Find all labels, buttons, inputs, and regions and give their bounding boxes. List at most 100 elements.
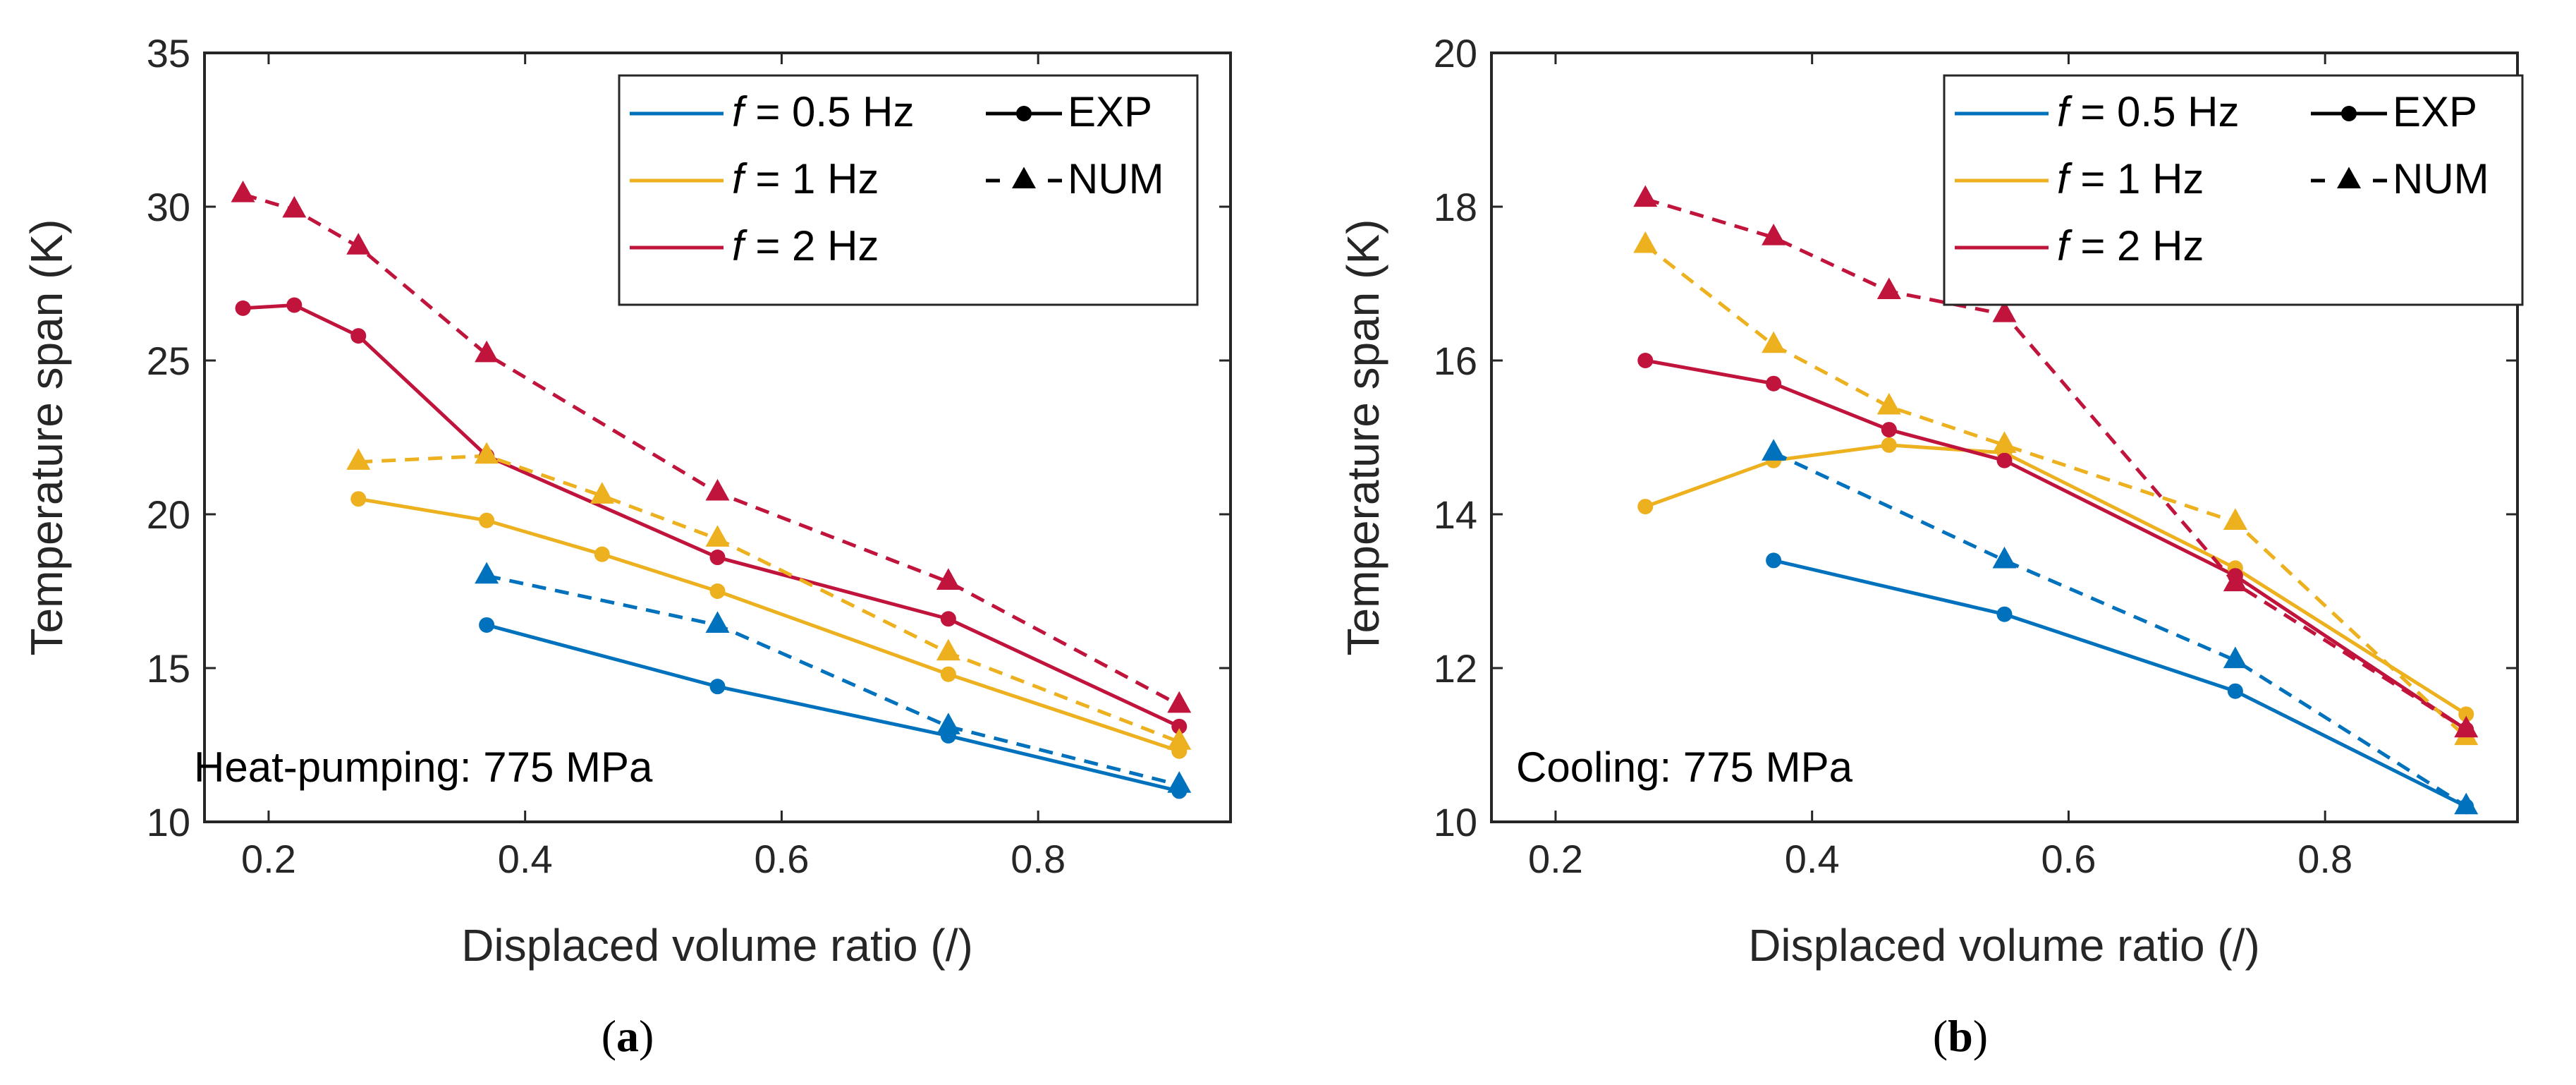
data-point <box>709 679 726 695</box>
data-point <box>1992 301 2017 322</box>
panel-caption-b: (b) <box>1933 1011 1988 1061</box>
data-point <box>475 562 499 584</box>
data-point <box>1881 422 1897 438</box>
data-point <box>282 195 307 218</box>
data-point <box>705 611 730 634</box>
x-tick-label: 0.8 <box>1011 837 1066 881</box>
series-line <box>1773 558 2467 808</box>
data-point <box>475 340 499 363</box>
data-point <box>590 482 614 504</box>
legend-freq-label: f = 2 Hz <box>732 222 879 269</box>
panel-b: 10 12 14 16 18 20 0.2 0.4 0.6 0.8 Cooling: 775 M… <box>1338 31 2524 1061</box>
x-tick-label: 0.2 <box>1528 837 1583 881</box>
data-point <box>1876 392 1901 415</box>
data-point <box>1992 431 2017 453</box>
data-point <box>1876 277 1901 299</box>
y-tick-label: 30 <box>147 185 190 229</box>
data-point <box>350 491 367 507</box>
data-point <box>1996 606 2013 622</box>
x-tick-label: 0.4 <box>1785 837 1840 881</box>
data-point <box>936 568 960 590</box>
data-point <box>346 233 371 255</box>
series-layer-a <box>231 181 1192 799</box>
y-axis-label-b: Temperature span (K) <box>1338 219 1388 656</box>
panel-caption-a: (a) <box>602 1011 654 1061</box>
data-point <box>2458 706 2474 722</box>
data-point <box>940 611 956 627</box>
x-tick-label: 0.2 <box>241 837 296 881</box>
x-axis-label-b: Displaced volume ratio (/) <box>1748 920 2260 971</box>
data-point <box>286 297 303 313</box>
y-tick-label: 20 <box>147 492 190 537</box>
data-point <box>1992 546 2017 569</box>
data-point <box>1762 331 1786 353</box>
legend-style-marker <box>2341 106 2357 121</box>
data-point <box>1762 224 1786 246</box>
y-tick-label: 25 <box>147 339 190 383</box>
x-axis-label-a: Displaced volume ratio (/) <box>461 920 973 971</box>
panel-caption-letter-b: b <box>1948 1011 1973 1061</box>
series-line <box>1773 451 2467 808</box>
data-point <box>350 328 367 344</box>
data-point <box>709 550 726 566</box>
legend-freq-label: f = 0.5 Hz <box>2057 88 2239 135</box>
data-point <box>1766 552 1782 569</box>
legend-style-marker <box>2337 166 2361 189</box>
series-line <box>1644 243 2467 739</box>
legend-style-a: EXP NUM <box>986 88 1164 202</box>
legend-freq-text: = 1 Hz <box>2069 155 2204 202</box>
y-tick-label: 15 <box>147 646 190 691</box>
legend-freq-text: = 2 Hz <box>2069 222 2204 269</box>
y-tick-label: 10 <box>147 800 190 844</box>
data-point <box>235 300 251 316</box>
legend-style-marker <box>1012 166 1036 189</box>
y-tick-label: 16 <box>1434 339 1477 383</box>
x-tick-label: 0.6 <box>2041 837 2096 881</box>
legend-freq-symbol: f <box>732 222 747 269</box>
data-point <box>936 713 960 734</box>
legend-freq-b: f = 0.5 Hzf = 1 Hzf = 2 Hz <box>1955 88 2239 269</box>
data-point <box>1633 185 1658 207</box>
series-line <box>358 497 1180 753</box>
data-point <box>1637 499 1654 515</box>
data-point <box>1881 437 1897 453</box>
data-point <box>2454 715 2479 738</box>
y-tick-label: 35 <box>147 31 190 75</box>
legend-freq-text: = 1 Hz <box>744 155 879 202</box>
data-point <box>1171 718 1188 734</box>
annotation-a: Heat-pumping: 775 MPa <box>194 744 653 791</box>
legend-freq-symbol: f <box>2057 88 2073 135</box>
y-tick-label: 14 <box>1434 492 1477 537</box>
y-ticks-b: 10 12 14 16 18 20 <box>1434 31 2517 844</box>
data-point <box>2223 569 2247 592</box>
legend-freq-label: f = 2 Hz <box>2057 222 2204 269</box>
legend-freq-symbol: f <box>2057 222 2073 269</box>
legend-freq-symbol: f <box>732 88 747 135</box>
y-tick-label: 20 <box>1434 31 1477 75</box>
legend-freq-text: = 0.5 Hz <box>2069 88 2240 135</box>
legend-style-marker <box>1016 106 1032 121</box>
x-tick-label: 0.6 <box>755 837 810 881</box>
x-ticks-b: 0.2 0.4 0.6 0.8 <box>1528 53 2352 881</box>
legend-freq-symbol: f <box>732 155 747 202</box>
annotation-b: Cooling: 775 MPa <box>1516 744 1853 791</box>
x-ticks-a: 0.2 0.4 0.6 0.8 <box>241 53 1066 881</box>
legend-freq-label: f = 1 Hz <box>732 155 879 202</box>
legend-freq-label: f = 0.5 Hz <box>732 88 914 135</box>
legend-style-label: EXP <box>1068 88 1152 135</box>
data-point <box>1167 728 1192 750</box>
data-point <box>2223 646 2247 669</box>
data-point <box>1766 375 1782 392</box>
data-point <box>479 617 495 633</box>
data-point <box>705 525 730 547</box>
y-tick-label: 12 <box>1434 646 1477 691</box>
x-tick-label: 0.4 <box>498 837 553 881</box>
legend-style-label: NUM <box>2393 155 2489 202</box>
data-point <box>346 448 371 470</box>
x-tick-label: 0.8 <box>2297 837 2352 881</box>
legend-freq-a: f = 0.5 Hzf = 1 Hzf = 2 Hz <box>630 88 914 269</box>
data-point <box>940 666 956 682</box>
data-point <box>1996 452 2013 468</box>
